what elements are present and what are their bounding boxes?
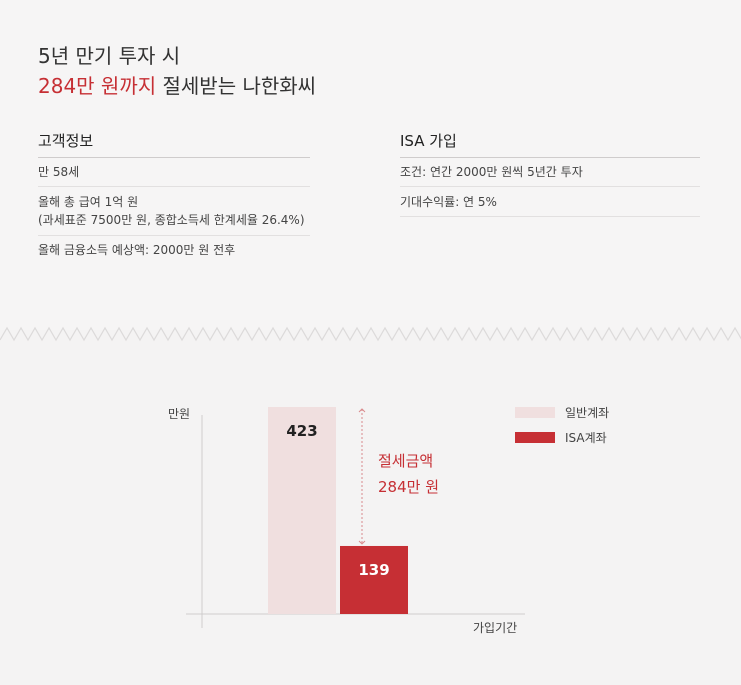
divider: [400, 157, 700, 158]
zigzag-divider: [0, 326, 741, 342]
headline-accent: 284만 원까지: [38, 74, 157, 98]
customer-income: 올해 금융소득 예상액: 2000만 원 전후: [38, 243, 236, 257]
customer-age: 만 58세: [38, 165, 80, 179]
savings-amount: 284만 원: [378, 478, 439, 496]
customer-heading: 고객정보: [38, 132, 94, 150]
divider: [38, 157, 310, 158]
legend-label-general: 일반계좌: [565, 406, 609, 420]
bar-label-general: 423: [286, 422, 317, 440]
y-axis-label: 만원: [168, 407, 190, 421]
divider: [400, 186, 700, 187]
headline-line2: 284만 원까지 절세받는 나한화씨: [38, 70, 316, 99]
bar-label-isa: 139: [358, 561, 389, 579]
divider: [38, 186, 310, 187]
headline-line1: 5년 만기 투자 시: [38, 44, 181, 68]
legend-label-isa: ISA계좌: [565, 431, 607, 445]
divider: [400, 216, 700, 217]
bar-chart: 만원 가입기간 423 139 절세금액 284만 원 일반계좌 ISA계좌: [168, 406, 609, 635]
arrow-head-up-icon: [358, 408, 366, 413]
legend-swatch-general: [515, 407, 555, 418]
isa-return: 기대수익률: 연 5%: [400, 195, 497, 209]
headline-rest: 절세받는 나한화씨: [156, 74, 317, 98]
info-panel: 5년 만기 투자 시 284만 원까지 절세받는 나한화씨 고객정보 만 58세…: [0, 0, 741, 330]
isa-condition: 조건: 연간 2000만 원씩 5년간 투자: [400, 165, 583, 179]
customer-salary-detail: (과세표준 7500만 원, 종합소득세 한계세율 26.4%): [38, 213, 305, 227]
bar-isa-account: [340, 545, 408, 614]
arrow-head-down-icon: [358, 540, 366, 545]
isa-heading: ISA 가입: [400, 132, 457, 150]
customer-salary: 올해 총 급여 1억 원: [38, 195, 139, 209]
bar-general-account: [268, 407, 336, 614]
legend-swatch-isa: [515, 432, 555, 443]
divider: [38, 235, 310, 236]
x-axis-label: 가입기간: [473, 621, 517, 635]
savings-label: 절세금액: [378, 452, 433, 470]
